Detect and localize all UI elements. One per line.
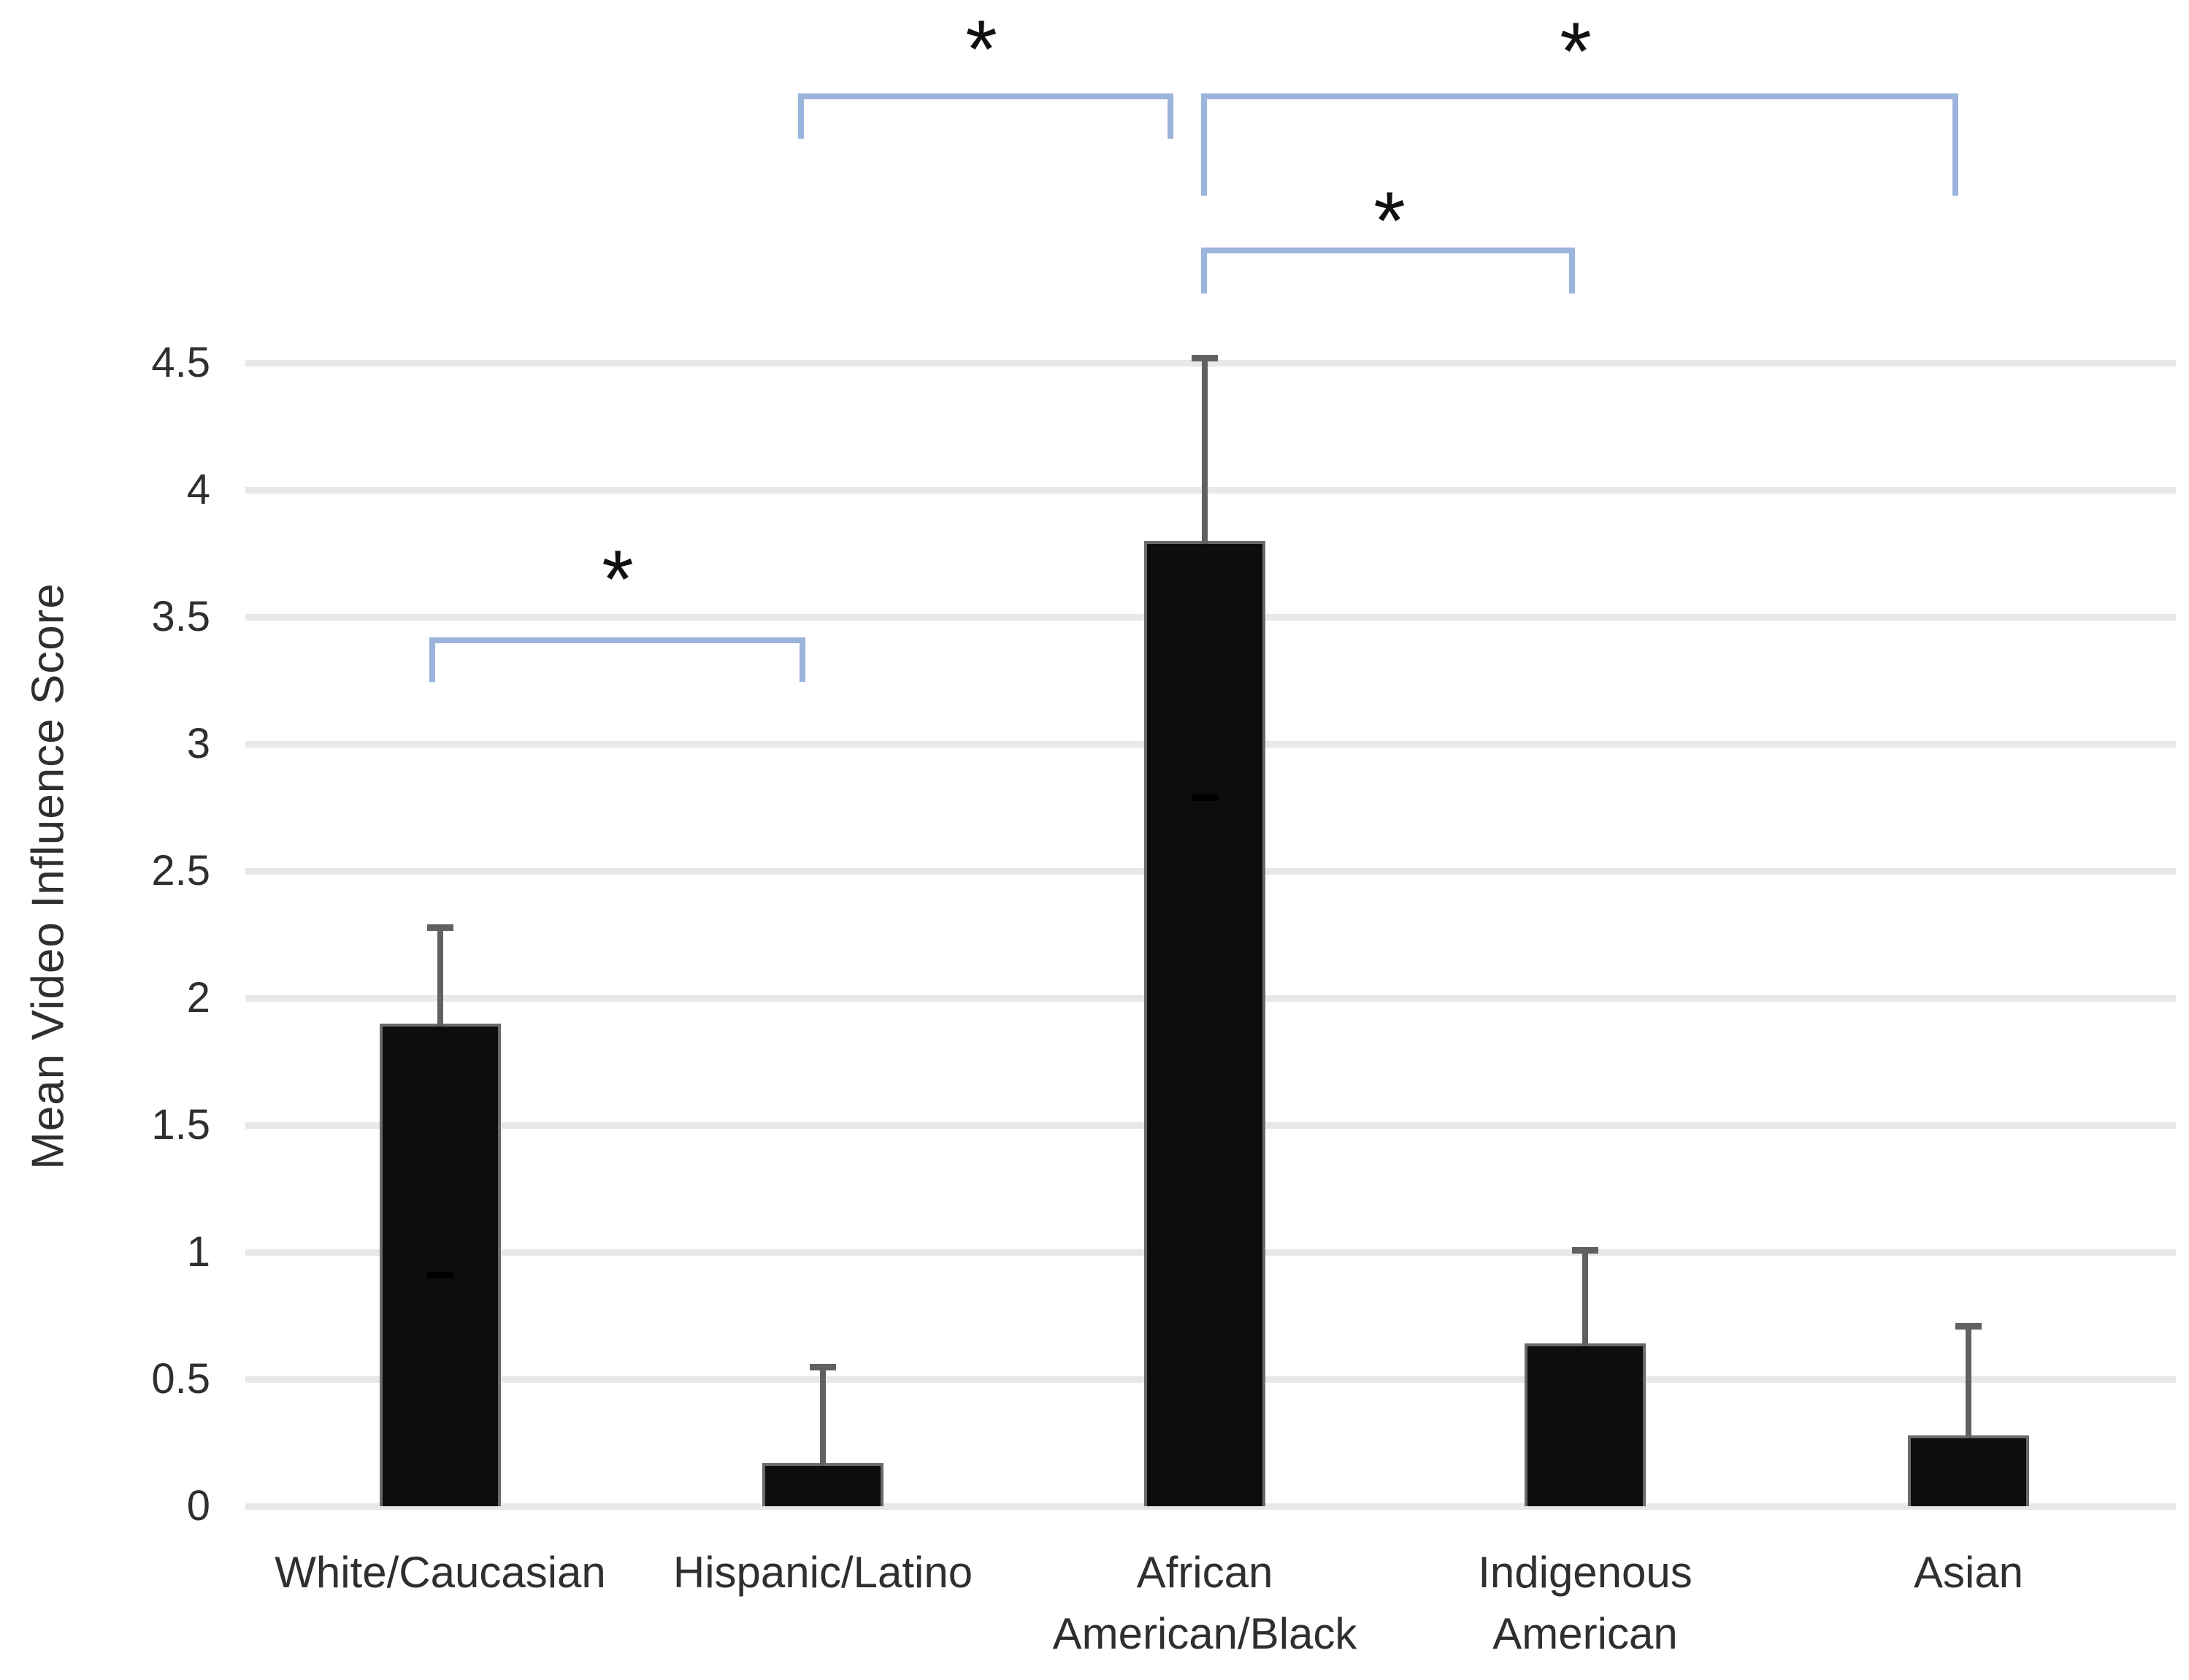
error-bar-cap xyxy=(810,1363,836,1370)
error-bar-whisker xyxy=(1966,1325,1971,1438)
bar xyxy=(380,1023,501,1506)
y-tick-label: 3.5 xyxy=(151,593,210,640)
significance-bracket xyxy=(1201,248,1575,294)
y-tick-label: 2.5 xyxy=(151,847,210,894)
error-bar-whisker xyxy=(1202,358,1208,544)
x-category-label: Indigenous xyxy=(1478,1548,1692,1597)
x-category-label: African xyxy=(1136,1548,1273,1597)
error-bar-whisker xyxy=(437,927,443,1027)
bar xyxy=(1144,540,1265,1506)
gridline xyxy=(245,1503,2176,1510)
error-bar-whisker xyxy=(1582,1249,1588,1347)
significance-bracket xyxy=(1201,93,1958,196)
x-category-label: Hispanic/Latino xyxy=(672,1548,973,1597)
y-tick-label: 1.5 xyxy=(151,1101,210,1148)
y-tick-label: 4 xyxy=(186,466,210,513)
bar xyxy=(1525,1343,1646,1506)
significance-bracket xyxy=(798,93,1173,139)
error-bar-whisker xyxy=(820,1366,826,1466)
significance-asterisk: * xyxy=(965,4,997,95)
y-tick-label: 3 xyxy=(186,720,210,767)
error-bar-lower-cap xyxy=(1192,794,1218,802)
error-bar-cap xyxy=(1572,1246,1598,1254)
significance-asterisk: * xyxy=(1373,175,1406,266)
error-bar-cap xyxy=(1955,1322,1982,1330)
significance-bracket xyxy=(429,637,805,682)
x-category-label: American/Black xyxy=(1052,1609,1357,1658)
y-tick-label: 0.5 xyxy=(151,1355,210,1403)
error-bar-cap xyxy=(427,924,453,931)
y-tick-label: 0 xyxy=(186,1482,210,1530)
y-tick-label: 1 xyxy=(186,1228,210,1276)
gridline xyxy=(245,487,2176,494)
error-bar-cap xyxy=(1192,355,1218,362)
error-bar-lower-cap xyxy=(427,1272,453,1279)
y-tick-label: 2 xyxy=(186,974,210,1021)
x-category-label: White/Caucasian xyxy=(275,1548,606,1597)
significance-asterisk: * xyxy=(602,534,634,625)
gridline xyxy=(245,360,2176,367)
bar xyxy=(762,1462,883,1506)
x-category-label: American xyxy=(1492,1609,1678,1658)
x-category-label: Asian xyxy=(1913,1548,2024,1597)
bar xyxy=(1908,1435,2029,1506)
y-tick-label: 4.5 xyxy=(151,339,210,386)
significance-asterisk: * xyxy=(1560,6,1592,97)
